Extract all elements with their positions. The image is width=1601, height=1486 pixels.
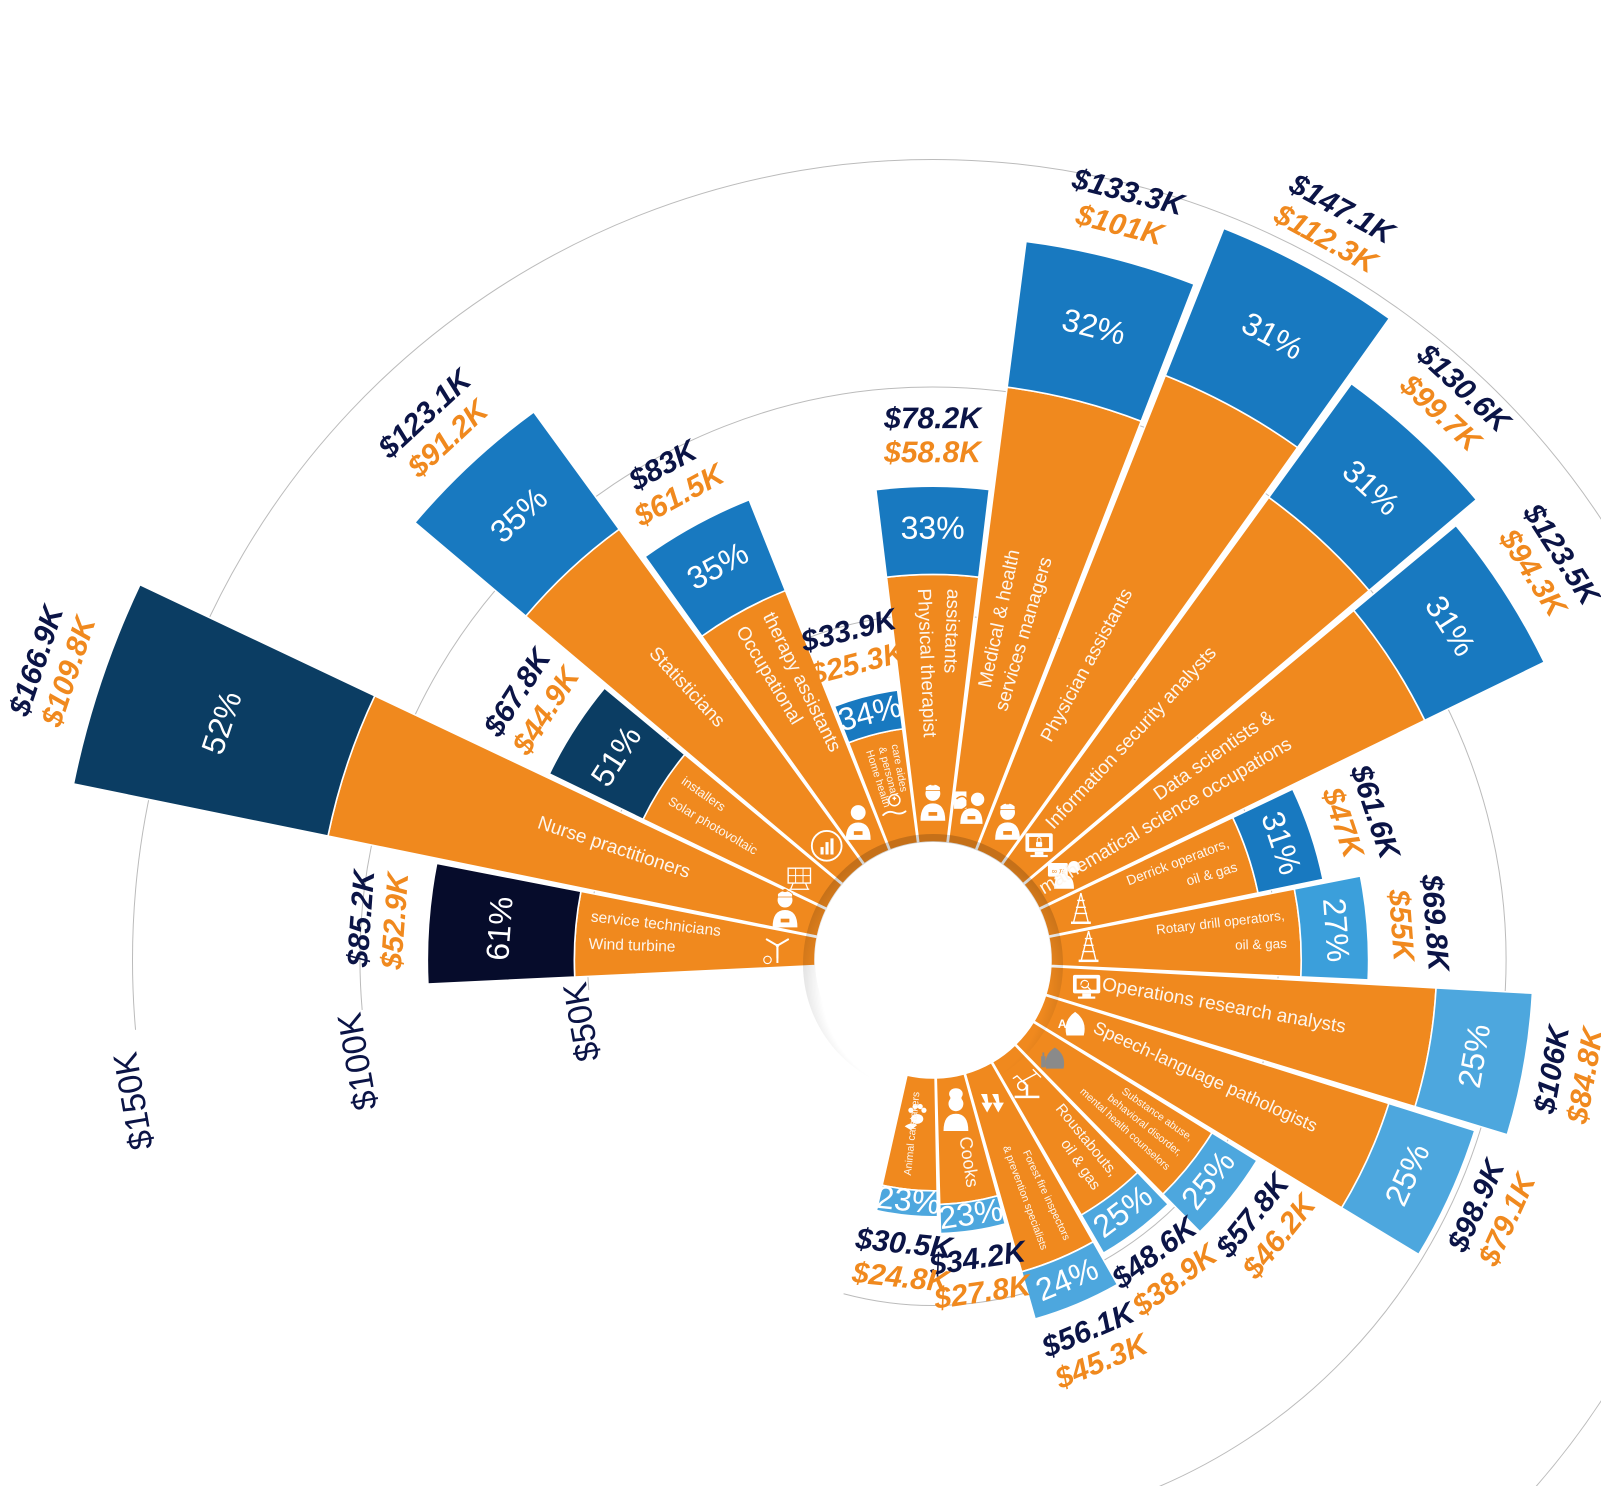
svg-text:$78.2K: $78.2K <box>883 402 983 435</box>
svg-text:oil & gas: oil & gas <box>1235 936 1288 953</box>
svg-text:61%: 61% <box>479 895 520 961</box>
svg-text:$55K: $55K <box>1382 887 1420 964</box>
svg-text:33%: 33% <box>901 510 965 546</box>
svg-text:27%: 27% <box>1316 897 1357 964</box>
svg-text:assistants: assistants <box>939 589 963 674</box>
svg-text:Wind turbine: Wind turbine <box>588 936 675 956</box>
svg-text:23%: 23% <box>875 1179 942 1221</box>
svg-text:A-a: A-a <box>1058 1017 1078 1031</box>
svg-text:$58.8K: $58.8K <box>883 436 983 469</box>
